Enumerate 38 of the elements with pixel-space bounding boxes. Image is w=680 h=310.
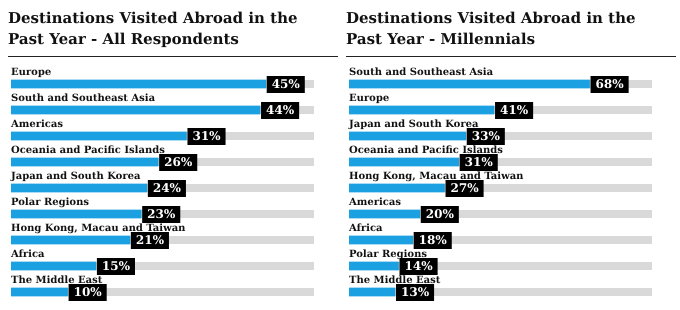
data-label: 45% <box>272 77 300 92</box>
data-label: 14% <box>404 259 434 274</box>
y-tick-label: Africa <box>10 249 46 260</box>
y-tick-label: Hong Kong, Macau and Taiwan <box>349 171 524 182</box>
data-label: 31% <box>192 129 222 144</box>
data-label: 33% <box>472 129 500 144</box>
data-label: 21% <box>136 233 165 248</box>
y-tick-label: South and Southeast Asia <box>11 93 156 104</box>
data-label: 20% <box>426 207 454 222</box>
data-label: 15% <box>102 259 131 274</box>
y-tick-label: Europe <box>11 67 52 78</box>
y-tick-label: Hong Kong, Macau and Taiwan <box>11 223 186 234</box>
y-tick-label: South and Southeast Asia <box>349 67 494 78</box>
y-tick-label: Africa <box>348 223 384 234</box>
data-label: 44% <box>266 103 295 118</box>
y-tick-label: Japan and South Korea <box>348 119 479 130</box>
data-label: 18% <box>418 233 448 248</box>
data-label: 27% <box>450 181 480 196</box>
data-label: 26% <box>164 155 193 170</box>
y-tick-label: Americas <box>10 119 64 130</box>
data-label: 24% <box>152 181 182 196</box>
data-label: 68% <box>596 77 624 92</box>
y-tick-label: Polar Regions <box>11 197 90 208</box>
y-tick-label: The Middle East <box>11 275 103 286</box>
chart-title: Destinations Visited Abroad in the Past Year - All Respondents <box>8 8 338 57</box>
data-label: 41% <box>500 103 529 118</box>
chart-title: Destinations Visited Abroad in the Past Year - Millennials <box>346 8 676 57</box>
y-tick-label: Oceania and Pacific Islands <box>349 145 504 156</box>
y-tick-label: Americas <box>348 197 402 208</box>
y-tick-label: Japan and South Korea <box>10 171 141 182</box>
data-label: 13% <box>400 285 430 300</box>
y-tick-label: The Middle East <box>349 275 441 286</box>
y-tick-label: Oceania and Pacific Islands <box>11 145 166 156</box>
data-label: 23% <box>147 207 176 222</box>
data-label: 31% <box>464 155 494 170</box>
y-tick-label: Europe <box>349 93 390 104</box>
data-label: 10% <box>74 285 102 300</box>
y-tick-label: Polar Regions <box>349 249 428 260</box>
